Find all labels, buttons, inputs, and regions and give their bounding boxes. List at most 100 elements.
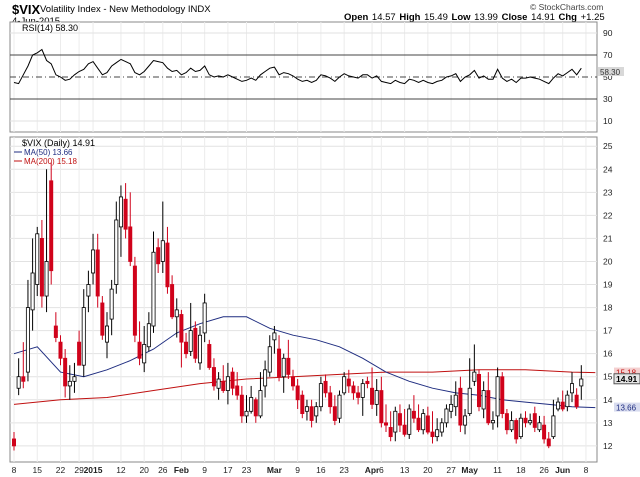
symbol-title: $VIX	[12, 2, 41, 17]
candle-body	[11, 438, 16, 447]
price-tick-label: 16	[603, 349, 613, 359]
candle	[379, 376, 384, 428]
candle-body	[91, 249, 96, 274]
candle	[523, 411, 528, 428]
candle	[323, 374, 328, 398]
candle	[221, 365, 226, 393]
candle	[458, 376, 463, 433]
candle	[411, 395, 416, 423]
candle	[142, 326, 147, 373]
candle	[267, 335, 272, 377]
date-tick-label: 17	[223, 465, 233, 475]
rsi-legend: RSI(14) 58.30	[22, 23, 78, 33]
candle-body	[495, 376, 500, 417]
candle-body	[416, 417, 421, 431]
price-tick-label: 17	[603, 326, 613, 336]
candle-body	[286, 357, 291, 375]
candle-body	[221, 380, 226, 391]
candle	[151, 231, 156, 333]
candle-body	[156, 247, 161, 265]
candle-body	[560, 401, 565, 410]
candle-body	[35, 233, 40, 285]
candle	[81, 289, 86, 377]
date-axis-labels: 8 15 22 29 2015 12 20 26 Feb 9 17 23 Mar 9 16 23 Apr 6 13 2…	[12, 465, 589, 475]
candle-body	[397, 413, 402, 426]
price-tick-label: 12	[603, 441, 613, 451]
candle-body	[165, 242, 170, 288]
candle-body	[318, 383, 323, 408]
value-tags: 15.18 14.91 13.66	[613, 367, 640, 413]
candle-body	[295, 385, 300, 401]
candle	[211, 358, 216, 391]
candle-body	[179, 314, 184, 343]
date-tick-label: 26	[158, 465, 168, 475]
ma200-tag: 15.18	[616, 369, 637, 378]
rsi-value-tag: 58.30	[600, 68, 621, 77]
date-tick-label: 27	[446, 465, 456, 475]
candle	[72, 362, 77, 393]
candle	[63, 349, 68, 398]
candle-body	[281, 357, 286, 378]
candle	[184, 332, 189, 359]
candle	[239, 385, 244, 423]
candle-body	[342, 376, 347, 394]
candle	[132, 256, 137, 343]
date-tick-label: 2015	[84, 465, 103, 475]
candle-body	[272, 332, 277, 341]
price-tick-label: 15	[603, 372, 613, 382]
candle	[118, 185, 123, 257]
candle	[35, 226, 40, 297]
candle-body	[328, 392, 333, 408]
candle-body	[528, 420, 533, 424]
candle	[77, 330, 82, 366]
date-tick-label: 22	[56, 465, 66, 475]
candle-body	[542, 424, 547, 440]
candle	[356, 385, 361, 405]
candle	[249, 385, 254, 414]
candle-body	[486, 390, 491, 424]
candle	[518, 413, 523, 439]
candle-body	[197, 334, 202, 364]
candle-body	[518, 417, 523, 438]
candle	[370, 367, 375, 409]
rsi-tick-label: 10	[603, 116, 613, 126]
candle-body	[277, 348, 282, 378]
candle-body	[58, 341, 63, 359]
date-tick-label: Mar	[267, 465, 283, 475]
date-tick-label: 20	[423, 465, 433, 475]
candle-body	[267, 346, 272, 373]
candle	[388, 411, 393, 442]
candle	[565, 390, 570, 412]
candle-body	[356, 392, 361, 398]
candle-body	[300, 394, 305, 414]
candle	[39, 219, 44, 308]
date-tick-label: 16	[316, 465, 326, 475]
candle	[332, 395, 337, 426]
candle-body	[95, 249, 100, 297]
rsi-axis-labels: 90 70 50 30 10	[603, 28, 613, 126]
low-label: Low	[451, 12, 471, 23]
candle-body	[53, 325, 58, 338]
candle-body	[21, 376, 26, 382]
candle-body	[258, 390, 263, 417]
chg-label: Chg	[558, 12, 577, 23]
candle	[137, 321, 142, 366]
candle-body	[393, 410, 398, 433]
rsi-tick-label: 70	[603, 50, 613, 60]
candle-body	[188, 330, 193, 352]
candle	[263, 360, 268, 398]
candle	[179, 309, 184, 368]
high-value: 15.49	[424, 12, 448, 23]
candle-body	[421, 413, 426, 431]
candle	[258, 372, 263, 419]
candle	[272, 326, 277, 354]
candle-body	[360, 383, 365, 398]
candle	[365, 376, 370, 389]
candle-body	[337, 394, 342, 419]
candle-body	[314, 406, 319, 417]
candle	[383, 404, 388, 433]
candle-body	[105, 325, 110, 343]
ma50-tag-bg	[614, 402, 640, 412]
candle	[165, 226, 170, 294]
